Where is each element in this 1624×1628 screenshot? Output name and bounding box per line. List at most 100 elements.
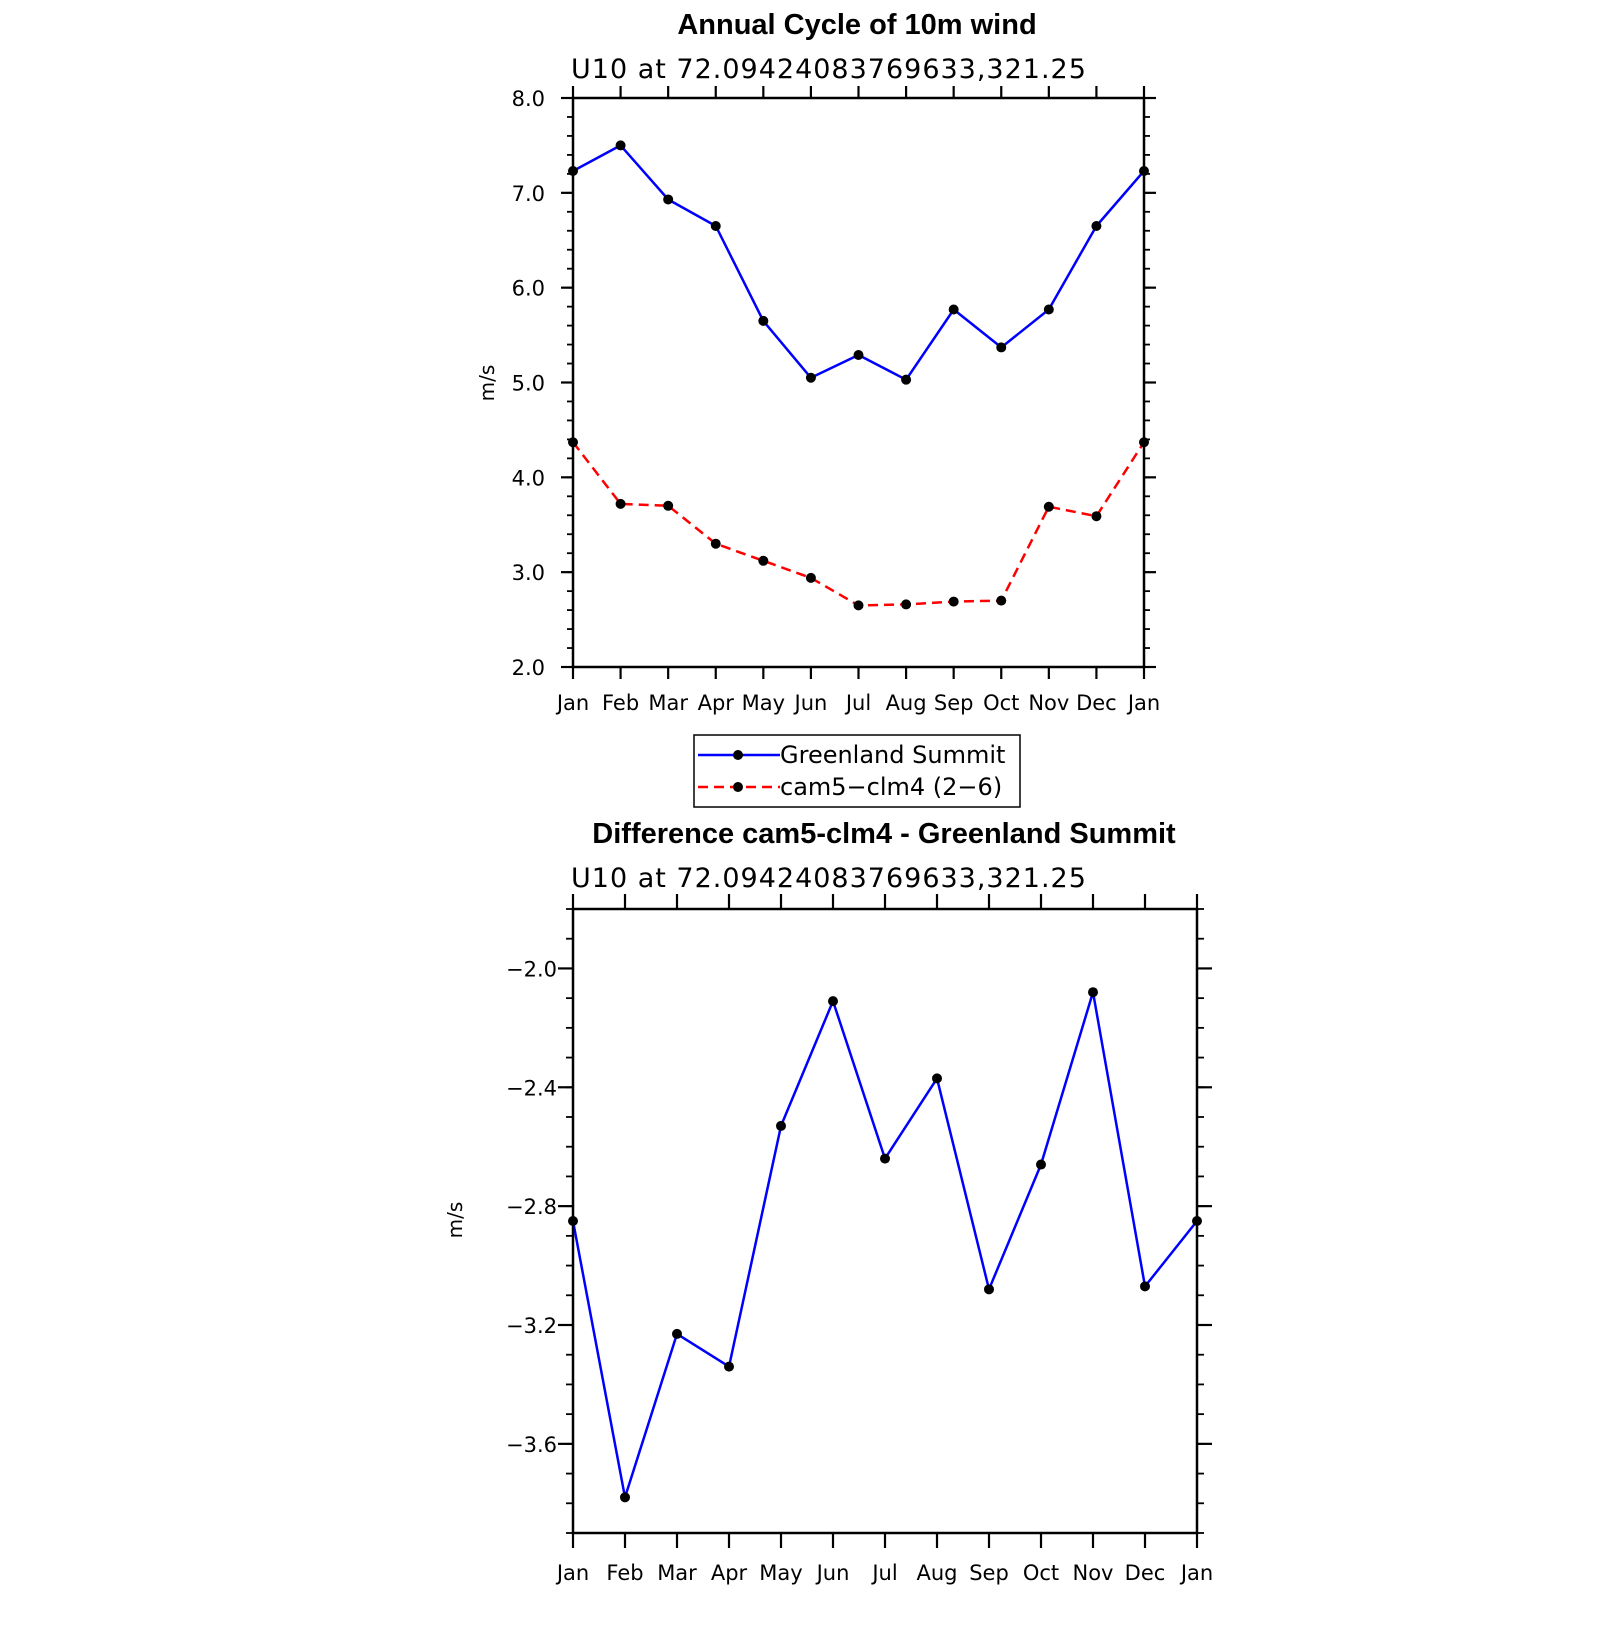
chart2-x-tick-label: Jul bbox=[870, 1561, 897, 1585]
chart1-series-2-point bbox=[1043, 501, 1054, 512]
chart2-x-tick-label: Aug bbox=[916, 1561, 957, 1585]
chart1-series-1-point bbox=[901, 374, 912, 385]
chart2-minor-ticks bbox=[566, 908, 1204, 1534]
chart1-series-line-1 bbox=[572, 144, 1145, 381]
chart1-series-2-point bbox=[948, 596, 959, 607]
legend-label-cam5-clm4: cam5−clm4 (2−6) bbox=[780, 773, 1002, 801]
chart1-series-1-point bbox=[805, 372, 816, 383]
chart1-legend: Greenland Summit cam5−clm4 (2−6) bbox=[693, 734, 1021, 808]
chart1-x-tick-label: May bbox=[742, 691, 785, 715]
chart2-x-tick-label: Feb bbox=[606, 1561, 643, 1585]
chart2-series-1-point bbox=[932, 1073, 942, 1084]
chart2-plot-frame bbox=[571, 907, 1199, 1535]
chart1-series-1-point bbox=[996, 342, 1007, 353]
chart1-subtitle: U10 at 72.09424083769633,321.25 bbox=[571, 54, 1087, 85]
chart1-y-tick-label: 2.0 bbox=[512, 656, 545, 680]
chart2-y-tick-label: −2.8 bbox=[506, 1195, 557, 1219]
chart1-x-tick-label: Sep bbox=[934, 691, 974, 715]
chart2-series-1-point bbox=[1036, 1159, 1046, 1170]
chart2-series-1-point bbox=[1088, 987, 1098, 998]
difference-chart: Difference cam5-clm4 - Greenland Summit … bbox=[443, 818, 1213, 1585]
chart2-series-1-point bbox=[620, 1492, 630, 1503]
chart1-series-2-point bbox=[996, 595, 1007, 606]
chart2-series bbox=[568, 987, 1202, 1503]
chart1-x-tick-label: Jul bbox=[844, 691, 871, 715]
chart1-y-tick-label: 5.0 bbox=[512, 372, 545, 396]
chart2-x-tick-label: Jun bbox=[815, 1561, 850, 1585]
chart2-y-tick-label: −3.2 bbox=[506, 1314, 557, 1338]
chart1-x-tick-label: Jun bbox=[793, 691, 828, 715]
chart1-series-line-2 bbox=[572, 441, 1146, 607]
chart1-series-2-point bbox=[710, 538, 721, 549]
chart1-x-tick-label: Nov bbox=[1028, 691, 1069, 715]
chart1-series-2-point bbox=[758, 555, 769, 566]
chart2-series-1-point bbox=[1140, 1281, 1150, 1292]
chart2-x-tick-label: Jan bbox=[555, 1561, 589, 1585]
chart2-y-tick-label: −2.4 bbox=[506, 1076, 557, 1100]
chart1-series-1-point bbox=[615, 140, 626, 151]
chart1-x-tick-label: Mar bbox=[648, 691, 688, 715]
chart2-series-1-point bbox=[672, 1328, 682, 1339]
chart2-x-tick-label: May bbox=[759, 1561, 802, 1585]
chart2-x-tick-label: Oct bbox=[1023, 1561, 1059, 1585]
chart1-y-tick-label: 7.0 bbox=[512, 182, 545, 206]
chart1-y-tick-label: 4.0 bbox=[512, 466, 545, 490]
chart1-plot-frame bbox=[571, 96, 1146, 669]
chart2-y-axis-label: m/s bbox=[443, 1202, 467, 1239]
chart1-x-tick-labels: Jan Feb Mar Apr May Jun Jul Aug Sep Oct Nov Dec Jan bbox=[555, 691, 1160, 715]
chart1-y-tick-labels: 2.0 3.0 4.0 5.0 6.0 7.0 8.0 bbox=[512, 87, 545, 680]
chart1-x-tick-label: Jan bbox=[1126, 691, 1160, 715]
chart1-series-1-point bbox=[853, 349, 864, 360]
chart2-x-tick-label: Sep bbox=[969, 1561, 1009, 1585]
chart1-y-tick-label: 3.0 bbox=[512, 561, 545, 585]
chart1-major-ticks bbox=[561, 86, 1156, 679]
chart2-x-tick-labels: Jan Feb Mar Apr May Jun Jul Aug Sep Oct Nov Dec Jan bbox=[555, 1561, 1213, 1585]
chart2-y-tick-label: −3.6 bbox=[506, 1433, 557, 1457]
chart1-series-2-point bbox=[853, 600, 864, 611]
chart1-series-2-point bbox=[1091, 511, 1102, 522]
legend-marker-cam5-clm4 bbox=[733, 782, 743, 792]
chart1-series-1-point bbox=[1091, 221, 1102, 232]
chart1-x-tick-label: Dec bbox=[1076, 691, 1117, 715]
chart2-title: Difference cam5-clm4 - Greenland Summit bbox=[592, 818, 1176, 850]
chart2-series-1-point bbox=[724, 1361, 734, 1372]
chart2-y-tick-label: −2.0 bbox=[506, 957, 557, 981]
chart2-series-1-point bbox=[984, 1284, 994, 1295]
chart1-series-1-point bbox=[948, 304, 959, 315]
chart2-x-tick-label: Apr bbox=[711, 1561, 748, 1585]
chart1-series-1-point bbox=[1043, 304, 1054, 315]
chart2-x-tick-label: Jan bbox=[1179, 1561, 1213, 1585]
chart1-series-1-point bbox=[710, 221, 721, 232]
chart1-title: Annual Cycle of 10m wind bbox=[677, 9, 1036, 41]
chart1-series-2-point bbox=[901, 599, 912, 610]
chart2-major-ticks bbox=[558, 894, 1212, 1548]
chart1-series-1-point bbox=[758, 315, 769, 326]
chart2-x-tick-label: Dec bbox=[1125, 1561, 1166, 1585]
chart2-series-1-point bbox=[828, 996, 838, 1007]
chart2-series-line-1 bbox=[571, 990, 1198, 1499]
legend-box bbox=[693, 734, 1021, 808]
chart1-series-2-point bbox=[615, 498, 626, 509]
legend-label-greenland-summit: Greenland Summit bbox=[780, 741, 1005, 769]
chart1-x-tick-label: Feb bbox=[602, 691, 639, 715]
chart2-subtitle: U10 at 72.09424083769633,321.25 bbox=[571, 863, 1087, 894]
annual-cycle-chart: Annual Cycle of 10m wind U10 at 72.09424… bbox=[475, 9, 1160, 715]
chart2-series-1-point bbox=[880, 1153, 890, 1164]
chart1-x-tick-label: Oct bbox=[983, 691, 1019, 715]
chart1-series-1-point bbox=[663, 194, 674, 205]
chart1-series bbox=[568, 140, 1149, 611]
chart1-series-2-point bbox=[805, 572, 816, 583]
chart1-y-tick-label: 8.0 bbox=[512, 87, 545, 111]
chart2-x-tick-label: Mar bbox=[657, 1561, 697, 1585]
chart2-series-1-point bbox=[776, 1120, 786, 1131]
chart1-x-tick-label: Jan bbox=[555, 691, 589, 715]
chart1-x-tick-label: Apr bbox=[698, 691, 735, 715]
chart2-x-tick-label: Nov bbox=[1073, 1561, 1114, 1585]
chart1-series-2-point bbox=[663, 500, 674, 511]
legend-marker-greenland-summit bbox=[733, 750, 743, 760]
chart1-y-axis-label: m/s bbox=[475, 365, 499, 402]
chart1-x-tick-label: Aug bbox=[886, 691, 927, 715]
chart1-y-tick-label: 6.0 bbox=[512, 277, 545, 301]
